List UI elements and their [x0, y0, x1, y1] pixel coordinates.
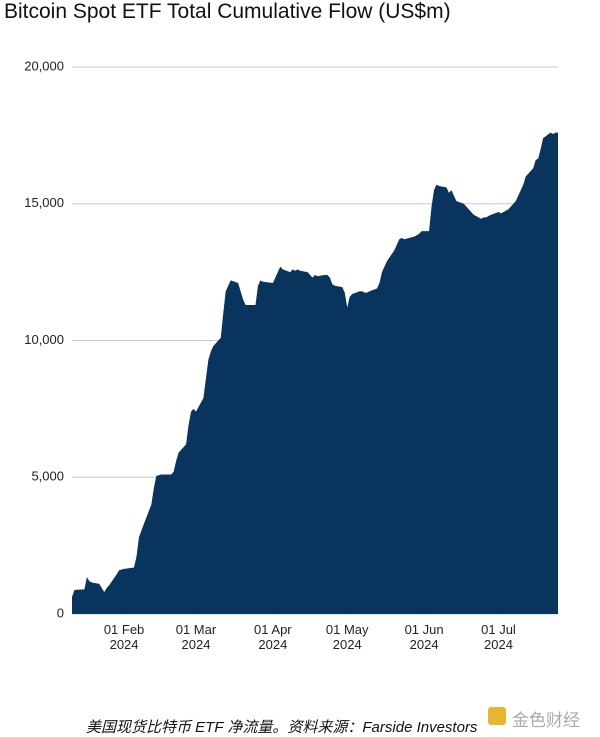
watermark: 金色财经 [512, 711, 580, 730]
x-tick-label: 01 Jun 2024 [404, 622, 444, 652]
area [72, 132, 558, 614]
y-tick-label: 20,000 [24, 58, 64, 73]
watermark-icon [488, 707, 506, 725]
x-tick-label: 01 Apr 2024 [254, 622, 292, 652]
chart-title: Bitcoin Spot ETF Total Cumulative Flow (… [4, 0, 451, 23]
y-tick-label: 10,000 [24, 332, 64, 347]
x-tick-label: 01 Mar 2024 [175, 622, 217, 652]
x-tick-label: 01 May 2024 [325, 622, 369, 652]
y-tick-label: 15,000 [24, 195, 64, 210]
y-tick-label: 5,000 [31, 469, 64, 484]
x-tick-label: 01 Feb 2024 [103, 622, 145, 652]
y-tick-label: 0 [57, 605, 64, 620]
x-tick-label: 01 Jul 2024 [481, 622, 516, 652]
source-note: 美国现货比特币 ETF 净流量。资料来源：Farside Investors [86, 719, 478, 736]
